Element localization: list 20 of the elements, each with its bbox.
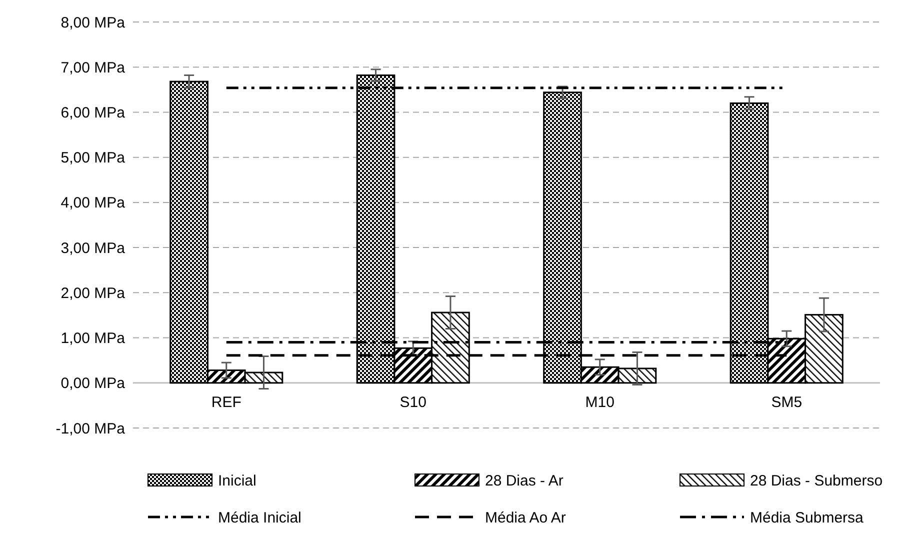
y-tick-label: 1,00 MPa xyxy=(60,330,126,348)
y-tick-label: 8,00 MPa xyxy=(60,14,126,32)
y-tick-label: -1,00 MPa xyxy=(56,420,126,438)
legend-label: Média Ao Ar xyxy=(485,509,566,526)
y-tick-label: 6,00 MPa xyxy=(60,104,126,122)
legend-label: 28 Dias - Submerso xyxy=(750,472,883,490)
y-tick-label: 4,00 MPa xyxy=(60,194,126,212)
x-tick-label: M10 xyxy=(585,394,614,411)
y-tick-label: 3,00 MPa xyxy=(60,240,126,257)
y-tick-label: 2,00 MPa xyxy=(60,284,126,302)
legend-label: Média Inicial xyxy=(218,509,302,526)
y-tick-label: 7,00 MPa xyxy=(60,59,126,76)
y-tick-label: 0,00 MPa xyxy=(60,375,126,392)
legend-label: 28 Dias - Ar xyxy=(485,472,564,490)
x-tick-label: S10 xyxy=(400,394,426,411)
x-tick-label: REF xyxy=(211,394,242,411)
x-tick-label: SM5 xyxy=(771,394,802,411)
legend-label: Inicial xyxy=(218,472,256,490)
y-tick-label: 5,00 MPa xyxy=(60,150,126,167)
legend-label: Média Submersa xyxy=(750,509,864,526)
